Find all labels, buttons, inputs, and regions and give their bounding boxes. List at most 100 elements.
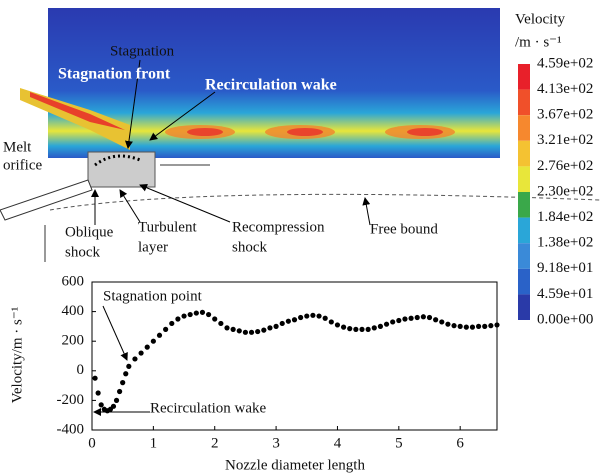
data-point <box>95 390 101 396</box>
annotation: Stagnation <box>110 43 175 59</box>
data-point <box>113 397 120 403</box>
colorbar-label: 1.84e+02 <box>537 209 593 225</box>
colorbar-swatch <box>518 243 530 269</box>
data-point <box>120 380 126 386</box>
x-tick-label: 6 <box>456 435 464 451</box>
colorbar-swatch <box>518 192 530 218</box>
annotation: orifice <box>3 157 42 173</box>
colorbar-swatch <box>518 217 530 244</box>
data-point <box>92 375 98 381</box>
x-tick-label: 0 <box>88 435 96 451</box>
colorbar-swatch <box>518 166 530 192</box>
data-point <box>396 317 402 324</box>
data-point <box>316 313 322 319</box>
annotation: shock <box>232 239 267 255</box>
colorbar-label: 0.00e+00 <box>537 311 593 327</box>
data-point <box>279 320 285 327</box>
line-chart <box>91 281 498 431</box>
data-point <box>488 323 494 329</box>
y-tick-label: 400 <box>62 303 85 319</box>
data-point <box>98 402 104 408</box>
data-point <box>156 332 163 338</box>
data-point <box>390 319 396 325</box>
annotation: Oblique <box>65 224 114 240</box>
colorbar-label: 2.30e+02 <box>537 183 593 199</box>
data-point <box>359 326 365 332</box>
data-point <box>353 326 359 332</box>
data-point <box>212 316 218 322</box>
contour-field <box>0 8 601 262</box>
data-point <box>285 318 291 324</box>
colorbar-swatch <box>518 89 530 116</box>
colorbar-label: 2.76e+02 <box>537 158 593 174</box>
colorbar-swatch <box>518 64 530 90</box>
y-axis-label: Velocity/m · s⁻¹ <box>9 307 25 404</box>
data-point <box>426 314 433 321</box>
annotation: layer <box>138 239 168 255</box>
annotation: Recirculation wake <box>205 77 337 94</box>
data-point <box>267 325 273 331</box>
data-point <box>494 322 500 328</box>
data-point <box>439 319 445 325</box>
annotation: shock <box>65 244 100 260</box>
data-point <box>150 338 156 344</box>
data-point <box>371 325 377 331</box>
data-point <box>123 371 129 377</box>
annotation: Recompression <box>232 219 325 235</box>
data-point <box>132 356 138 362</box>
annotation: Melt <box>3 139 32 155</box>
y-tick-label: 200 <box>62 333 85 349</box>
data-point <box>475 323 482 329</box>
x-tick-label: 1 <box>150 435 158 451</box>
x-tick-label: 3 <box>272 435 280 451</box>
data-point <box>402 316 408 322</box>
annotation: Stagnation point <box>103 288 203 304</box>
data-point <box>347 326 353 332</box>
annotation: Free bound <box>370 221 438 237</box>
data-point <box>248 329 255 335</box>
data-point <box>457 323 463 329</box>
y-tick-label: 600 <box>62 273 85 289</box>
data-point <box>224 325 230 331</box>
data-point <box>163 326 169 332</box>
data-point <box>298 314 304 321</box>
colorbar-label: 3.21e+02 <box>537 132 593 148</box>
colorbar-label: 9.18e+01 <box>537 260 593 276</box>
data-point <box>482 323 488 329</box>
data-point <box>383 321 390 327</box>
data-point <box>304 313 310 319</box>
data-point <box>365 326 371 332</box>
x-tick-label: 2 <box>211 435 219 451</box>
y-tick-label: 0 <box>77 362 85 378</box>
data-point <box>236 328 242 334</box>
data-point <box>261 327 267 333</box>
data-point <box>310 312 316 318</box>
colorbar-title: /m · s⁻¹ <box>515 34 562 50</box>
data-point <box>445 321 451 327</box>
data-point <box>187 311 193 318</box>
x-tick-label: 5 <box>395 435 403 451</box>
annotation: Turbulent <box>138 219 197 235</box>
data-point <box>181 313 187 319</box>
data-point <box>420 314 426 320</box>
data-point <box>408 315 414 321</box>
data-point <box>340 324 347 330</box>
data-point <box>328 319 334 325</box>
data-point <box>117 388 123 395</box>
data-point <box>273 323 279 329</box>
data-point <box>138 350 144 356</box>
annotation: Stagnation front <box>58 66 171 83</box>
data-point <box>199 309 206 315</box>
y-tick-label: -200 <box>57 392 85 408</box>
annotation: Recirculation wake <box>150 400 267 416</box>
data-point <box>144 344 150 350</box>
colorbar-label: 4.13e+02 <box>537 81 593 97</box>
data-point <box>469 324 476 330</box>
data-point <box>463 324 469 330</box>
colorbar-label: 4.59e+01 <box>537 286 593 302</box>
colorbar-title: Velocity <box>515 11 565 27</box>
data-point <box>322 315 328 321</box>
data-point <box>433 317 439 323</box>
x-tick-label: 4 <box>334 435 342 451</box>
